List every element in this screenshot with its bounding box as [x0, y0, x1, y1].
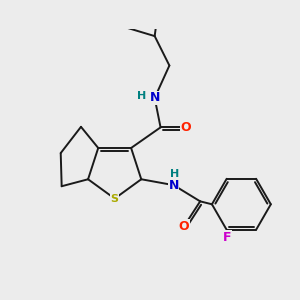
Text: O: O [180, 121, 191, 134]
Text: N: N [169, 178, 179, 192]
Text: S: S [111, 194, 119, 204]
Text: N: N [149, 92, 160, 104]
Text: H: H [137, 91, 146, 100]
Text: H: H [169, 169, 179, 179]
Text: O: O [179, 220, 189, 233]
Text: F: F [222, 231, 231, 244]
